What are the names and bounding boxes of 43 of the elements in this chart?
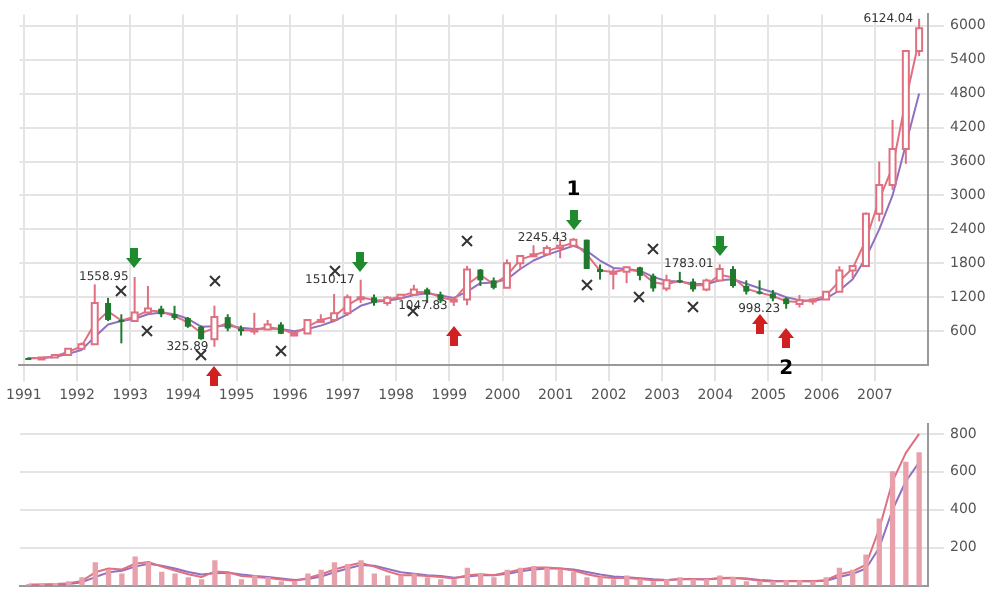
annotation: 2 xyxy=(779,357,794,380)
bar xyxy=(185,577,191,586)
bar xyxy=(132,556,138,586)
bar xyxy=(624,575,630,586)
bar xyxy=(398,575,404,586)
bar xyxy=(717,575,723,586)
bar xyxy=(903,461,909,586)
candlestick xyxy=(105,296,112,323)
bar xyxy=(172,573,178,586)
bar xyxy=(584,577,590,586)
candlestick xyxy=(729,265,736,289)
bar xyxy=(730,577,736,586)
bar xyxy=(637,579,643,586)
bar xyxy=(863,554,869,586)
bar xyxy=(491,577,497,586)
bar xyxy=(916,452,922,586)
bar xyxy=(451,579,457,586)
bar xyxy=(544,567,550,586)
bar xyxy=(345,564,351,586)
bar xyxy=(464,567,471,586)
bar xyxy=(145,562,152,586)
bar xyxy=(836,567,843,586)
bar xyxy=(265,577,271,586)
bar xyxy=(92,562,98,586)
bar xyxy=(889,471,896,586)
bar xyxy=(823,577,829,586)
annotation: 1 xyxy=(566,179,581,202)
bar xyxy=(358,560,364,586)
candlestick xyxy=(118,313,125,345)
candlestick xyxy=(650,272,657,293)
bar xyxy=(677,577,683,586)
bar xyxy=(424,577,431,586)
bar xyxy=(119,573,125,586)
bar xyxy=(79,577,85,586)
bar xyxy=(305,573,311,586)
bar xyxy=(252,575,258,586)
bar xyxy=(517,567,524,586)
bar xyxy=(384,575,391,586)
bar xyxy=(331,562,338,586)
bar xyxy=(531,565,537,586)
bar xyxy=(212,560,218,586)
bar xyxy=(597,577,603,586)
bar xyxy=(876,518,882,586)
